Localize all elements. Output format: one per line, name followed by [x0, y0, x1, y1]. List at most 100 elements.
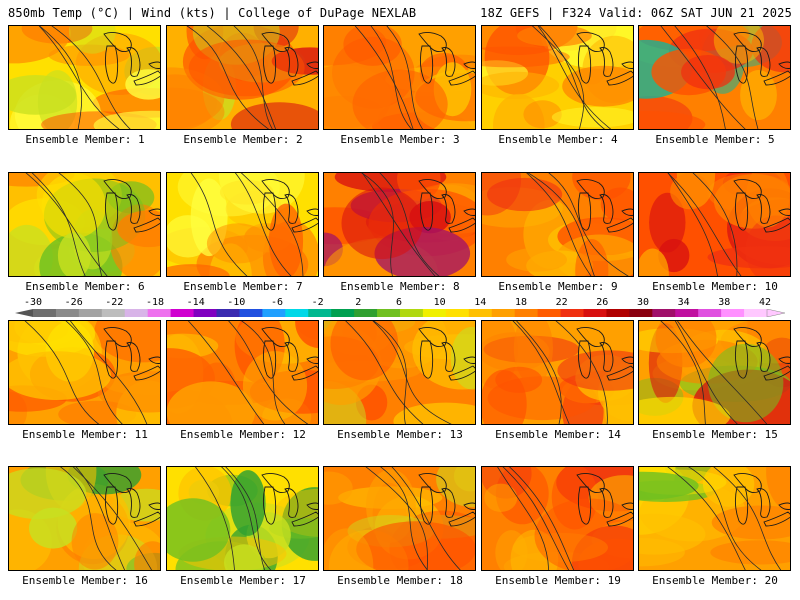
- temperature-region: [324, 471, 353, 505]
- height-contour: [660, 321, 706, 424]
- great-lakes-outline: [418, 178, 475, 233]
- temperature-field: [167, 26, 318, 129]
- colorbar-segment: [468, 309, 493, 317]
- temperature-region: [230, 102, 318, 129]
- colorbar-segment: [400, 309, 424, 317]
- height-contour: [187, 321, 265, 424]
- ensemble-member-label: Ensemble Member: 1: [25, 133, 145, 146]
- temperature-field: [482, 26, 633, 129]
- temperature-field: [167, 321, 318, 424]
- ensemble-map-15: [638, 320, 791, 425]
- model-run-info: 18Z GEFS | F324 Valid: 06Z SAT JUN 21 20…: [480, 6, 792, 20]
- height-contour: [206, 26, 277, 129]
- height-contour: [667, 173, 742, 276]
- ensemble-member-label: Ensemble Member: 13: [337, 428, 463, 441]
- temperature-region: [740, 70, 777, 120]
- temperature-region: [295, 321, 318, 349]
- height-contour: [186, 26, 270, 129]
- height-contour: [525, 173, 592, 276]
- ensemble-map-13: [323, 320, 476, 425]
- temperature-region: [506, 247, 567, 272]
- ensemble-map-16: [8, 466, 161, 571]
- ensemble-map-9: [481, 172, 634, 277]
- colorbar-segment: [583, 309, 607, 317]
- ensemble-member-label: Ensemble Member: 3: [340, 133, 460, 146]
- ensemble-map-10: [638, 172, 791, 277]
- temperature-field: [9, 321, 160, 424]
- colorbar-tick-label: -10: [227, 297, 246, 308]
- colorbar-segment: [652, 309, 676, 317]
- temperature-region: [766, 467, 790, 512]
- height-contour: [240, 173, 304, 276]
- ensemble-member-label: Ensemble Member: 5: [655, 133, 775, 146]
- ensemble-map-20: [638, 466, 791, 571]
- colorbar-tick-label: 26: [596, 297, 609, 308]
- ensemble-member-label: Ensemble Member: 15: [652, 428, 778, 441]
- temperature-region: [512, 532, 608, 563]
- height-contour: [674, 321, 738, 424]
- colorbar-segment: [193, 309, 217, 317]
- temperature-region: [188, 39, 305, 97]
- ensemble-map-11: [8, 320, 161, 425]
- colorbar-tick-label: 42: [758, 297, 772, 308]
- temperature-region: [393, 402, 475, 424]
- great-lakes-outline: [733, 326, 790, 381]
- temperature-region: [639, 513, 706, 555]
- temperature-region: [708, 343, 784, 423]
- great-lakes-outline: [576, 178, 633, 233]
- colorbar-segment: [170, 309, 195, 317]
- colorbar-tick-label: -6: [270, 297, 284, 308]
- temperature-region: [639, 248, 669, 276]
- temperature-region: [68, 26, 116, 54]
- height-contour: [502, 467, 570, 570]
- temperature-region: [9, 75, 76, 115]
- temperature-field: [9, 173, 160, 276]
- colorbar-tick-label: -18: [145, 297, 165, 308]
- colorbar-segment: [377, 309, 401, 317]
- temperature-field: [639, 173, 790, 276]
- height-contour: [512, 321, 570, 424]
- temperature-field: [639, 26, 790, 129]
- colorbar-segment: [514, 309, 539, 317]
- height-contour: [667, 173, 718, 276]
- ensemble-map-18: [323, 466, 476, 571]
- height-contour: [515, 321, 562, 424]
- temperature-region: [41, 173, 106, 239]
- temperature-region: [206, 223, 270, 264]
- colorbar-segment: [606, 309, 630, 317]
- colorbar-segment: [354, 309, 378, 317]
- temperature-field: [324, 26, 475, 129]
- ensemble-map-14: [481, 320, 634, 425]
- ensemble-member-label: Ensemble Member: 14: [495, 428, 621, 441]
- height-contour: [31, 173, 86, 276]
- colorbar-tick-label: 6: [395, 297, 403, 308]
- colorbar-segment: [308, 309, 332, 317]
- temperature-region: [510, 529, 559, 570]
- temperature-region: [268, 203, 304, 276]
- great-lakes-outline: [733, 472, 790, 527]
- colorbar-segment: [331, 309, 355, 317]
- colorbar-segment: [33, 309, 57, 317]
- temperature-region: [93, 110, 160, 129]
- temperature-region: [94, 321, 160, 363]
- height-contour: [345, 321, 424, 424]
- height-contour: [234, 173, 292, 276]
- ensemble-map-3: [323, 25, 476, 130]
- temperature-region: [343, 26, 402, 66]
- temperature-region: [681, 55, 735, 90]
- height-contour: [538, 26, 605, 129]
- temperature-region: [482, 46, 570, 68]
- great-lakes-outline: [418, 326, 475, 381]
- temperature-region: [57, 232, 91, 276]
- great-lakes-outline: [103, 178, 160, 233]
- temperature-region: [117, 210, 160, 248]
- ensemble-member-label: Ensemble Member: 8: [340, 280, 460, 293]
- colorbar-segment: [560, 309, 584, 317]
- ensemble-member-label: Ensemble Member: 12: [180, 428, 306, 441]
- colorbar-tick-label: 34: [677, 297, 690, 308]
- temperature-region: [482, 332, 550, 372]
- height-contour: [508, 467, 575, 570]
- height-contour: [497, 467, 549, 570]
- temperature-region: [167, 87, 225, 129]
- temperature-region: [167, 381, 256, 424]
